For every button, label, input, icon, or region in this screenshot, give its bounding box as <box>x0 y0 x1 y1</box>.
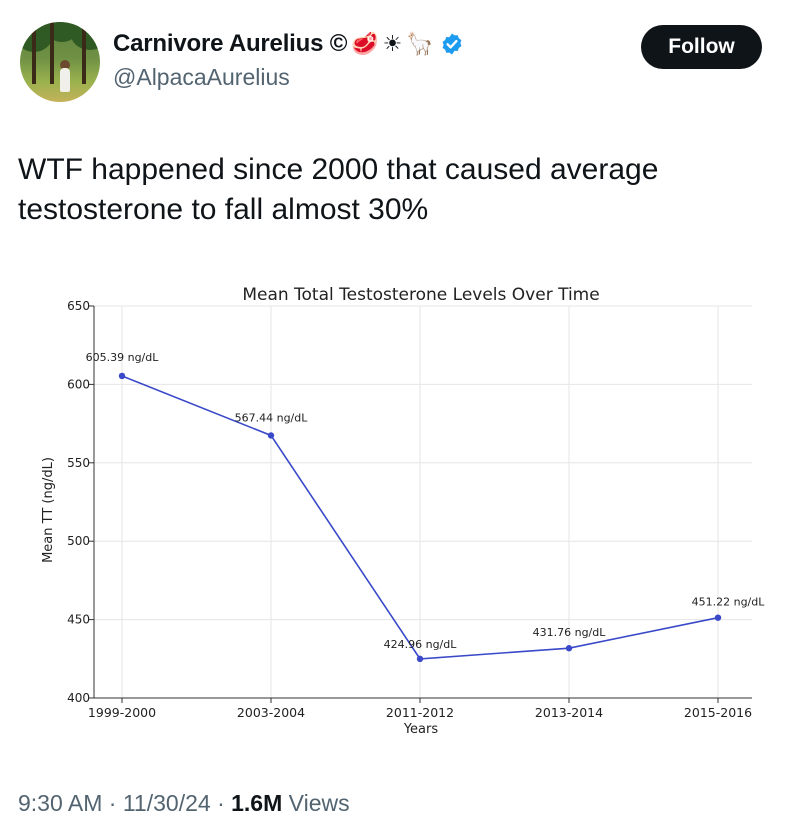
meat-emoji-icon: 🥩 <box>351 31 379 57</box>
data-point <box>714 614 722 621</box>
data-label: 424.96 ng/dL <box>384 638 458 651</box>
chart-x-axis-label: Years <box>403 722 439 737</box>
data-point <box>118 372 126 380</box>
data-point <box>565 645 573 652</box>
data-label: 431.76 ng/dL <box>533 626 607 639</box>
views-count: 1.6M <box>231 790 283 816</box>
data-label: 605.39 ng/dL <box>86 351 160 364</box>
avatar[interactable] <box>20 22 100 102</box>
y-tick-label: 650 <box>67 299 90 313</box>
author-name-row[interactable]: Carnivore Aurelius © 🥩 ☀ 🦙 <box>113 30 464 58</box>
tweet-meta: 9:30 AM · 11/30/24 · 1.6M Views <box>18 790 350 817</box>
tweet-time[interactable]: 9:30 AM <box>18 790 103 816</box>
sun-emoji-icon: ☀ <box>382 31 403 57</box>
y-tick-label: 600 <box>67 377 90 391</box>
y-tick-label: 400 <box>67 691 90 705</box>
data-label: 451.22 ng/dL <box>692 596 766 609</box>
author-display-name[interactable]: Carnivore Aurelius © <box>113 30 348 57</box>
y-tick-label: 550 <box>67 456 90 470</box>
x-tick-label: 2015-2016 <box>684 705 752 720</box>
tweet-text: WTF happened since 2000 that caused aver… <box>18 153 659 226</box>
llama-emoji-icon: 🦙 <box>406 31 434 57</box>
chart-y-axis-label: Mean TT (ng/dL) <box>41 457 56 563</box>
author-handle[interactable]: @AlpacaAurelius <box>113 64 290 90</box>
meta-separator: · <box>217 790 225 816</box>
line-chart: 400 450 500 550 600 650 1999-2000 2003-2004 2011… <box>41 285 766 737</box>
chart-grid <box>94 305 752 699</box>
follow-button[interactable]: Follow <box>641 25 762 69</box>
x-tick-label: 2013-2014 <box>535 705 603 720</box>
data-label: 567.44 ng/dL <box>235 411 309 424</box>
data-point <box>416 655 424 663</box>
x-tick-label: 2011-2012 <box>386 705 454 720</box>
y-tick-label: 500 <box>67 534 90 548</box>
views-label: Views <box>288 790 350 816</box>
x-tick-label: 2003-2004 <box>237 705 305 720</box>
chart-marks: 605.39 ng/dL 567.44 ng/dL 424.96 ng/dL 431.… <box>86 351 766 663</box>
meta-separator: · <box>108 790 117 816</box>
verified-badge-icon <box>440 32 464 56</box>
chart-title: Mean Total Testosterone Levels Over Time <box>242 285 599 305</box>
data-point <box>267 432 275 439</box>
chart-axes: 400 450 500 550 600 650 1999-2000 2003-2004 2011… <box>67 299 752 720</box>
y-tick-label: 450 <box>67 613 90 627</box>
x-tick-label: 1999-2000 <box>88 705 156 720</box>
tweet-date[interactable]: 11/30/24 <box>122 790 211 816</box>
